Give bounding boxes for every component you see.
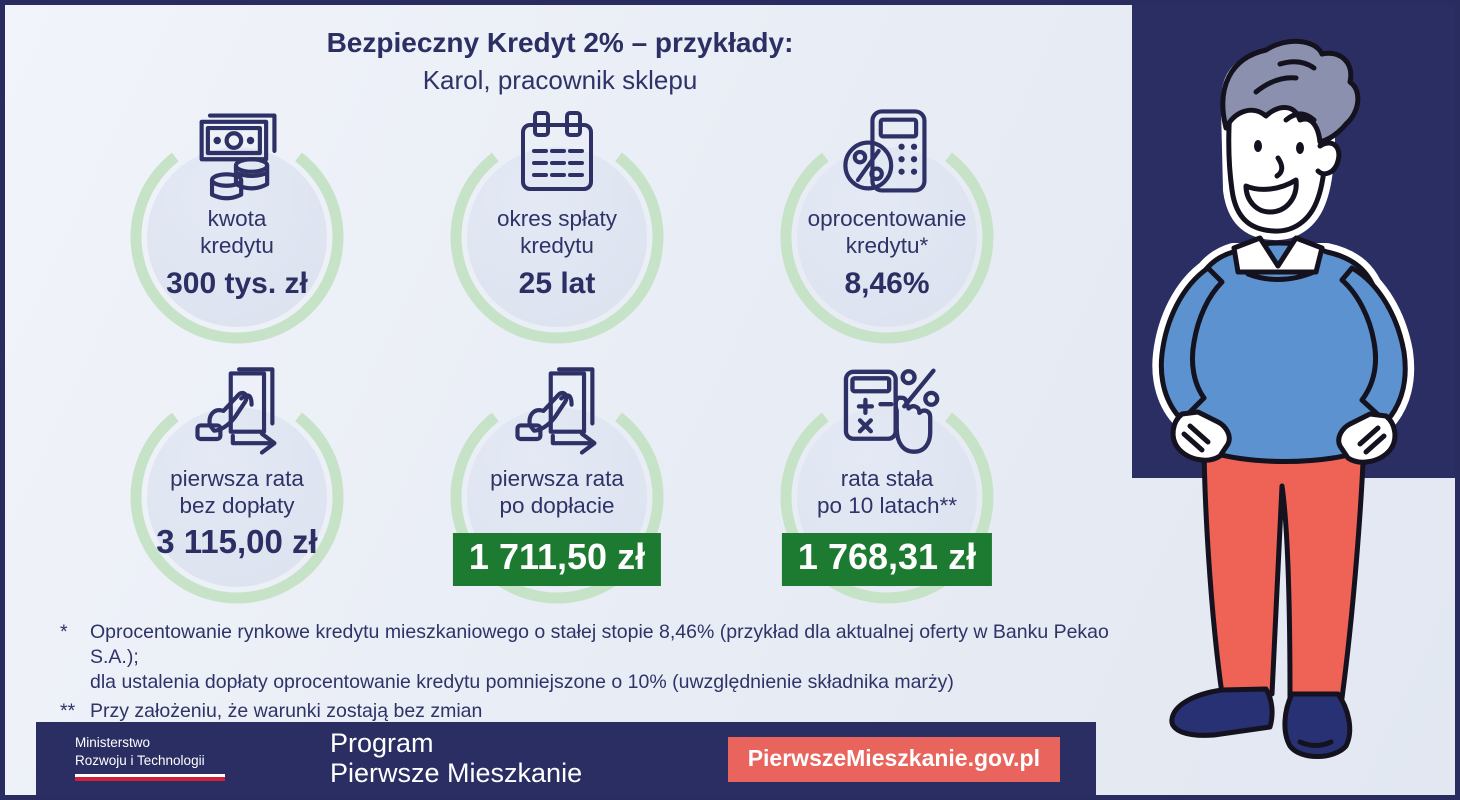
stat-first-installment-no-subsidy: pierwsza rata bez dopłaty 3 115,00 zł <box>77 365 397 643</box>
stat-value: 25 lat <box>518 267 596 300</box>
highlighted-value-badge: 1 711,50 zł <box>452 533 662 586</box>
calculator-finger-percent-icon <box>843 368 940 454</box>
page-title: Bezpieczny Kredyt 2% – przykłady: <box>326 27 794 58</box>
footnote-marker: * <box>60 621 68 643</box>
ministry-logo: Ministerstwo Rozwoju i Technologii <box>75 735 205 768</box>
character-illustration <box>1152 38 1415 759</box>
stat-value: 8,46% <box>844 267 930 300</box>
stat-first-installment-with-subsidy: pierwsza rata po dopłacie 1 711,50 zł <box>397 365 717 643</box>
hand-banknote-icon <box>515 367 597 455</box>
stat-loan-amount: kwota kredytu 300 tys. zł <box>77 105 397 383</box>
stat-label: pierwsza rata bez dopłaty <box>170 466 304 518</box>
stat-bubble <box>147 407 327 587</box>
green-arc <box>450 130 664 344</box>
green-arc <box>130 390 344 604</box>
poland-flag-underline <box>75 774 225 781</box>
green-arc <box>780 130 994 344</box>
stat-label: rata stała po 10 latach** <box>816 466 958 518</box>
stat-value: 3 115,00 zł <box>156 523 318 560</box>
footnote-1: * Oprocentowanie rynkowe kredytu mieszka… <box>60 620 1120 695</box>
stat-value: 300 tys. zł <box>166 267 308 300</box>
stat-loan-period: okres spłaty kredytu 25 lat <box>397 105 717 383</box>
footnotes: * Oprocentowanie rynkowe kredytu mieszka… <box>60 620 1120 728</box>
highlighted-value-badge: 1 768,31 zł <box>781 533 993 586</box>
calendar-icon <box>521 111 593 191</box>
flag-white-stripe <box>75 774 225 777</box>
footnote-marker: ** <box>60 700 76 722</box>
stat-label: okres spłaty kredytu <box>496 206 618 258</box>
program-name: Program Pierwsze Mieszkanie <box>330 728 583 788</box>
footnote-text: Oprocentowanie rynkowe kredytu mieszkani… <box>90 621 1109 693</box>
stat-label: kwota kredytu <box>200 206 274 258</box>
website-badge[interactable]: PierwszeMieszkanie.gov.pl <box>727 737 1060 782</box>
footnote-text: Przy założeniu, że warunki zostają bez z… <box>90 700 483 722</box>
flag-red-stripe <box>75 777 225 781</box>
page-subtitle: Karol, pracownik sklepu <box>422 65 698 95</box>
stat-label: oprocentowanie kredytu* <box>807 206 967 258</box>
footnote-2: ** Przy założeniu, że warunki zostają be… <box>60 699 1120 724</box>
stat-label: pierwsza rata po dopłacie <box>490 466 624 518</box>
stat-interest-rate: oprocentowanie kredytu* 8,46% <box>727 105 1047 383</box>
money-icon <box>199 113 277 201</box>
calculator-percent-icon <box>843 109 927 193</box>
footer-bar: Ministerstwo Rozwoju i Technologii Progr… <box>36 722 1096 795</box>
green-arc <box>130 130 344 344</box>
hand-banknote-icon <box>195 367 277 455</box>
stat-fixed-installment-after-10-years: rata stała po 10 latach** 1 768,31 zł <box>727 365 1047 643</box>
